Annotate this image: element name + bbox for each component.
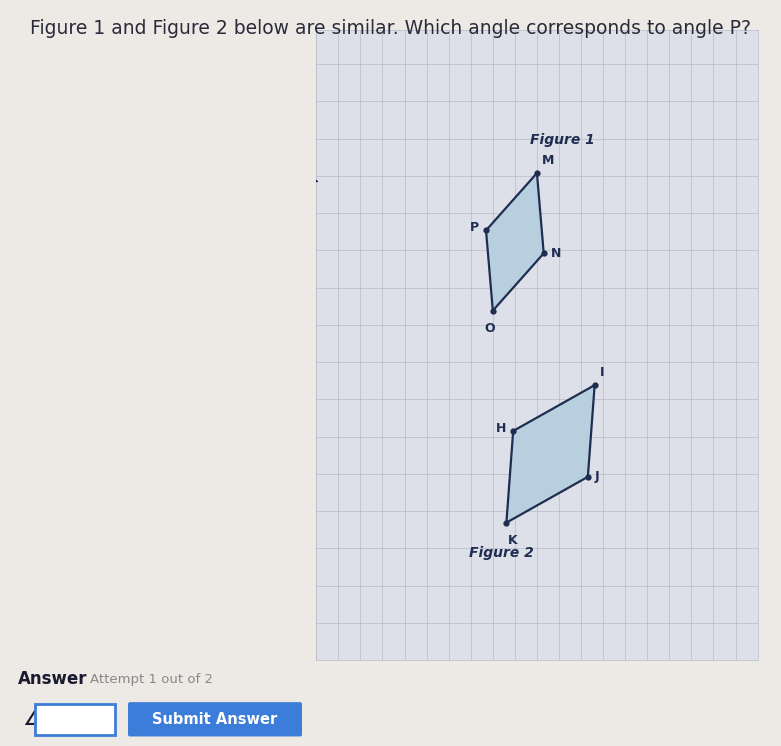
Text: H: H [496,421,506,435]
FancyBboxPatch shape [128,702,302,736]
Text: Answer: Answer [18,670,87,689]
Text: Submit Answer: Submit Answer [152,712,277,727]
Text: Attempt 1 out of 2: Attempt 1 out of 2 [90,673,213,686]
Text: M: M [542,154,555,167]
Polygon shape [506,385,594,523]
Polygon shape [486,173,544,310]
FancyBboxPatch shape [35,704,115,735]
Text: I: I [600,366,604,380]
Text: ∠: ∠ [22,709,41,730]
Text: N: N [551,247,561,260]
Text: J: J [594,470,599,483]
Text: K: K [508,534,518,547]
Polygon shape [289,156,318,210]
Text: Figure 1 and Figure 2 below are similar. Which angle corresponds to angle P?: Figure 1 and Figure 2 below are similar.… [30,19,751,37]
Text: Figure 2: Figure 2 [469,546,533,560]
Text: P: P [470,221,480,234]
Text: Figure 1: Figure 1 [530,134,595,148]
Text: O: O [484,322,494,335]
